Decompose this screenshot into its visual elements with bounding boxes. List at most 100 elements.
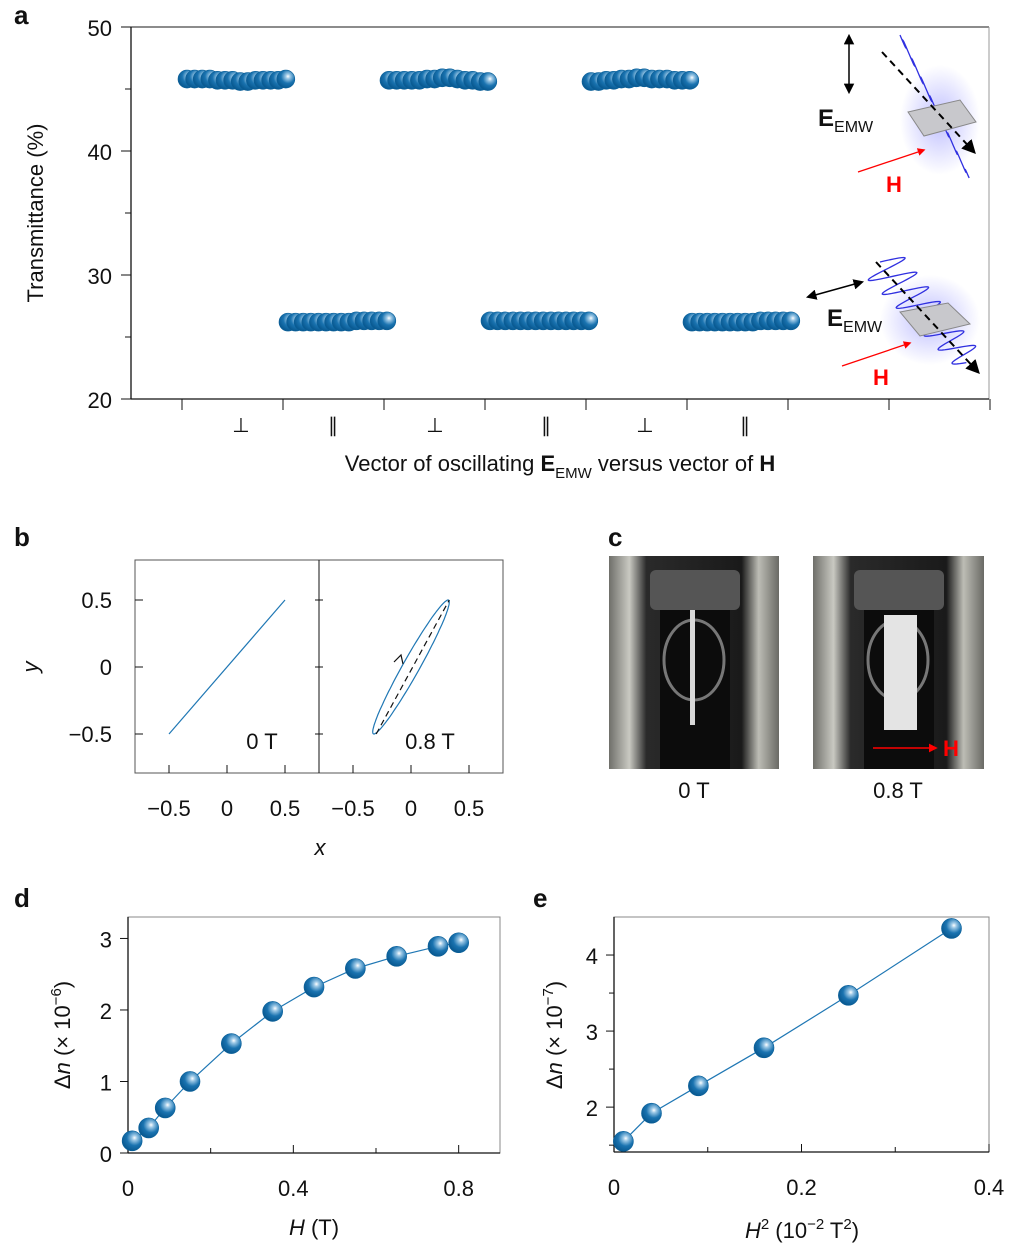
x-category-label: ⊥ xyxy=(232,415,249,437)
inset-perpendicular-illustration: EEMW H xyxy=(818,33,980,197)
y-tick-label: 3 xyxy=(586,1020,598,1045)
y-tick-label: 0.5 xyxy=(81,588,112,613)
x-tick-label: 0.5 xyxy=(270,796,301,821)
trajectory-line-0T xyxy=(168,599,286,735)
x-category-label: ∥ xyxy=(541,415,551,437)
y-tick-label: −0.5 xyxy=(69,722,112,747)
data-point xyxy=(262,1001,283,1022)
x-tick-label: 0 xyxy=(405,796,417,821)
panel-label-c: c xyxy=(608,522,622,552)
subplot-label-0.8T: 0.8 T xyxy=(405,729,455,754)
xlabel-mid: versus vector of xyxy=(592,451,760,476)
x-tick-label: −0.5 xyxy=(147,796,190,821)
fit-curve xyxy=(131,942,459,1142)
panel-label-a: a xyxy=(14,0,29,30)
x-tick-label: 0 xyxy=(221,796,233,821)
data-point xyxy=(121,1130,143,1152)
y-tick-label: 3 xyxy=(100,927,112,952)
y-tick-label: 4 xyxy=(586,944,598,969)
x-tick-label: 0.2 xyxy=(786,1175,817,1200)
data-point xyxy=(427,936,449,957)
data-point xyxy=(781,311,801,331)
data-point xyxy=(680,71,700,90)
xlabel-E: E xyxy=(540,451,555,476)
data-point xyxy=(478,72,498,91)
y-tick-label: 0 xyxy=(100,655,112,680)
data-point xyxy=(276,69,296,89)
sample-slab-icon xyxy=(899,302,972,337)
inset-E-label: EEMW xyxy=(827,305,883,336)
data-point xyxy=(154,1097,176,1119)
data-point xyxy=(179,1071,201,1092)
inset-H-label: H xyxy=(886,172,902,197)
data-point xyxy=(303,976,325,998)
photo-H-label: H xyxy=(943,736,959,761)
y-tick-label: 1 xyxy=(100,1070,112,1095)
x-category-label: ∥ xyxy=(328,415,338,437)
data-point xyxy=(377,311,397,331)
x-category-label: ∥ xyxy=(740,415,750,437)
h-field-arrow-icon xyxy=(841,341,912,367)
data-point xyxy=(753,1037,775,1059)
trajectory-ellipse-0.8T xyxy=(372,599,450,735)
panel-b-ylabel: y xyxy=(18,660,43,675)
x-tick-label: 0.4 xyxy=(974,1175,1005,1200)
panel-label-d: d xyxy=(14,883,30,913)
panel-label-e: e xyxy=(533,883,547,913)
panel-a-chart: 20 30 40 50 ⊥ ∥ ⊥ ∥ ⊥ ∥ Transmittance (%) Vector… xyxy=(23,16,991,482)
x-tick-label: 0.5 xyxy=(454,796,485,821)
e-field-arrow-icon xyxy=(805,279,865,300)
y-tick-label: 50 xyxy=(88,16,112,41)
panel-d-xlabel: H (T) xyxy=(289,1215,339,1240)
panel-d-chart: 0 0.4 0.8 0 1 2 3 H (T) Δn (× 10−6) xyxy=(48,916,501,1240)
data-point xyxy=(688,1075,709,1097)
panel-a-ylabel: Transmittance (%) xyxy=(23,124,48,303)
y-tick-label: 30 xyxy=(88,264,112,289)
panel-e-ylabel: Δn (× 10−7) xyxy=(540,981,567,1089)
panel-e-chart: 0 0.2 0.4 2 3 4 H2 (10−2 T2) Δn (× 10−7) xyxy=(540,916,1005,1243)
data-point xyxy=(345,958,366,979)
data-point xyxy=(138,1117,159,1139)
photo-caption-0.8T: 0.8 T xyxy=(873,778,923,803)
data-point xyxy=(613,1131,634,1152)
data-point xyxy=(641,1102,662,1124)
x-tick-label: 0.8 xyxy=(443,1176,474,1201)
y-tick-label: 0 xyxy=(100,1142,112,1167)
subplot-label-0T: 0 T xyxy=(246,729,277,754)
direction-arrow-icon xyxy=(393,653,404,665)
panel-b-xlabel: x xyxy=(314,835,327,860)
xlabel-pre: Vector of oscillating xyxy=(345,451,541,476)
x-tick-label: 0.4 xyxy=(278,1176,309,1201)
data-point xyxy=(941,918,962,939)
data-point xyxy=(448,932,469,954)
y-tick-label: 2 xyxy=(586,1096,598,1121)
panel-label-b: b xyxy=(14,522,30,552)
inset-H-label: H xyxy=(873,365,889,390)
x-category-label: ⊥ xyxy=(426,415,443,437)
propagation-arrow-icon xyxy=(875,261,980,375)
photo-0T xyxy=(609,556,779,769)
data-point xyxy=(386,946,407,967)
inset-E-label: EEMW xyxy=(818,105,874,136)
x-tick-label: 0 xyxy=(608,1175,620,1200)
xlabel-sub: EMW xyxy=(555,465,593,482)
photo-caption-0T: 0 T xyxy=(678,778,709,803)
panel-b-chart: −0.5 −0.5 0 0 0.5 0.5 0.5 0 −0.5 0 T 0.8 T x y xyxy=(18,559,504,860)
panel-c-photos: H 0 T 0.8 T xyxy=(609,556,984,803)
h-field-arrow-icon xyxy=(857,148,926,173)
panel-a-xlabel: Vector of oscillating EEMW versus vector… xyxy=(345,451,775,482)
photo-0.8T: H xyxy=(813,556,984,769)
y-tick-label: 20 xyxy=(88,388,112,413)
inset-parallel-illustration: EEMW H xyxy=(805,256,980,390)
ellipse-major-axis xyxy=(375,599,450,735)
y-tick-label: 40 xyxy=(88,140,112,165)
fit-line xyxy=(622,927,952,1142)
panel-e-frame xyxy=(613,916,990,1153)
x-tick-label: −0.5 xyxy=(331,796,374,821)
data-point xyxy=(221,1033,242,1054)
xlabel-H: H xyxy=(759,451,775,476)
propagation-arrow-icon xyxy=(881,51,976,155)
data-point xyxy=(838,985,859,1006)
y-tick-label: 2 xyxy=(100,999,112,1024)
